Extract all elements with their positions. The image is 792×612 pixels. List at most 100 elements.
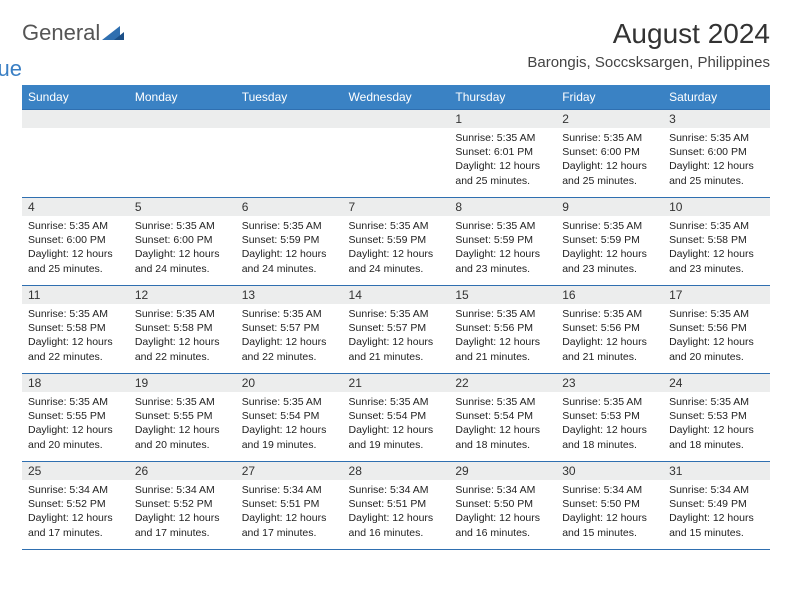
calendar-cell: 9Sunrise: 5:35 AMSunset: 5:59 PMDaylight…	[556, 198, 663, 286]
sunset-line: Sunset: 5:56 PM	[455, 321, 550, 335]
daylight-line: Daylight: 12 hours and 24 minutes.	[135, 247, 230, 275]
day-number: 9	[556, 198, 663, 216]
day-content: Sunrise: 5:35 AMSunset: 5:54 PMDaylight:…	[343, 392, 450, 456]
sunrise-line: Sunrise: 5:34 AM	[455, 483, 550, 497]
calendar-cell: 4Sunrise: 5:35 AMSunset: 6:00 PMDaylight…	[22, 198, 129, 286]
day-number: 24	[663, 374, 770, 392]
calendar-cell: 28Sunrise: 5:34 AMSunset: 5:51 PMDayligh…	[343, 462, 450, 550]
calendar-cell: 1Sunrise: 5:35 AMSunset: 6:01 PMDaylight…	[449, 110, 556, 198]
day-content: Sunrise: 5:35 AMSunset: 6:00 PMDaylight:…	[129, 216, 236, 280]
calendar-cell	[236, 110, 343, 198]
daylight-line: Daylight: 12 hours and 25 minutes.	[28, 247, 123, 275]
daylight-line: Daylight: 12 hours and 21 minutes.	[349, 335, 444, 363]
day-content: Sunrise: 5:34 AMSunset: 5:49 PMDaylight:…	[663, 480, 770, 544]
sunrise-line: Sunrise: 5:35 AM	[28, 219, 123, 233]
calendar-cell: 19Sunrise: 5:35 AMSunset: 5:55 PMDayligh…	[129, 374, 236, 462]
sunset-line: Sunset: 5:51 PM	[349, 497, 444, 511]
day-content: Sunrise: 5:35 AMSunset: 5:58 PMDaylight:…	[129, 304, 236, 368]
calendar-cell: 7Sunrise: 5:35 AMSunset: 5:59 PMDaylight…	[343, 198, 450, 286]
day-content: Sunrise: 5:35 AMSunset: 6:01 PMDaylight:…	[449, 128, 556, 192]
sunset-line: Sunset: 6:00 PM	[669, 145, 764, 159]
sunrise-line: Sunrise: 5:35 AM	[135, 395, 230, 409]
daylight-line: Daylight: 12 hours and 20 minutes.	[135, 423, 230, 451]
day-content: Sunrise: 5:34 AMSunset: 5:50 PMDaylight:…	[556, 480, 663, 544]
calendar-cell: 13Sunrise: 5:35 AMSunset: 5:57 PMDayligh…	[236, 286, 343, 374]
day-content: Sunrise: 5:35 AMSunset: 5:59 PMDaylight:…	[236, 216, 343, 280]
sunset-line: Sunset: 5:58 PM	[669, 233, 764, 247]
calendar-cell: 6Sunrise: 5:35 AMSunset: 5:59 PMDaylight…	[236, 198, 343, 286]
col-tuesday: Tuesday	[236, 85, 343, 110]
day-number: 13	[236, 286, 343, 304]
calendar-cell: 16Sunrise: 5:35 AMSunset: 5:56 PMDayligh…	[556, 286, 663, 374]
sunrise-line: Sunrise: 5:35 AM	[242, 395, 337, 409]
day-content: Sunrise: 5:35 AMSunset: 5:59 PMDaylight:…	[556, 216, 663, 280]
logo: General Blue	[22, 22, 124, 66]
calendar-cell	[22, 110, 129, 198]
daylight-line: Daylight: 12 hours and 24 minutes.	[349, 247, 444, 275]
sunset-line: Sunset: 5:57 PM	[349, 321, 444, 335]
calendar-cell: 14Sunrise: 5:35 AMSunset: 5:57 PMDayligh…	[343, 286, 450, 374]
calendar-cell: 31Sunrise: 5:34 AMSunset: 5:49 PMDayligh…	[663, 462, 770, 550]
day-content: Sunrise: 5:35 AMSunset: 5:53 PMDaylight:…	[663, 392, 770, 456]
col-sunday: Sunday	[22, 85, 129, 110]
calendar-header-row: Sunday Monday Tuesday Wednesday Thursday…	[22, 85, 770, 110]
sunset-line: Sunset: 5:54 PM	[455, 409, 550, 423]
sunset-line: Sunset: 5:59 PM	[455, 233, 550, 247]
day-content: Sunrise: 5:35 AMSunset: 5:55 PMDaylight:…	[129, 392, 236, 456]
sunrise-line: Sunrise: 5:35 AM	[135, 219, 230, 233]
day-number: 2	[556, 110, 663, 128]
sunrise-line: Sunrise: 5:34 AM	[669, 483, 764, 497]
sunrise-line: Sunrise: 5:35 AM	[349, 307, 444, 321]
sunset-line: Sunset: 5:51 PM	[242, 497, 337, 511]
day-content: Sunrise: 5:35 AMSunset: 5:53 PMDaylight:…	[556, 392, 663, 456]
calendar-cell	[343, 110, 450, 198]
day-number-empty	[343, 110, 450, 128]
day-content: Sunrise: 5:35 AMSunset: 5:57 PMDaylight:…	[236, 304, 343, 368]
sunrise-line: Sunrise: 5:35 AM	[242, 307, 337, 321]
daylight-line: Daylight: 12 hours and 23 minutes.	[455, 247, 550, 275]
calendar-week-row: 1Sunrise: 5:35 AMSunset: 6:01 PMDaylight…	[22, 110, 770, 198]
sunrise-line: Sunrise: 5:35 AM	[455, 395, 550, 409]
calendar-cell: 27Sunrise: 5:34 AMSunset: 5:51 PMDayligh…	[236, 462, 343, 550]
sunrise-line: Sunrise: 5:35 AM	[562, 307, 657, 321]
calendar-cell: 10Sunrise: 5:35 AMSunset: 5:58 PMDayligh…	[663, 198, 770, 286]
sunset-line: Sunset: 6:00 PM	[562, 145, 657, 159]
day-number: 23	[556, 374, 663, 392]
calendar-cell: 8 Sunrise: 5:35 AMSunset: 5:59 PMDaylight…	[449, 198, 556, 286]
logo-text-general: General	[22, 22, 100, 44]
day-number: 5	[129, 198, 236, 216]
day-number: 1	[449, 110, 556, 128]
sunrise-line: Sunrise: 5:35 AM	[669, 395, 764, 409]
daylight-line: Daylight: 12 hours and 24 minutes.	[242, 247, 337, 275]
sunrise-line: Sunrise: 5:35 AM	[28, 307, 123, 321]
calendar-cell: 22Sunrise: 5:35 AMSunset: 5:54 PMDayligh…	[449, 374, 556, 462]
daylight-line: Daylight: 12 hours and 15 minutes.	[562, 511, 657, 539]
sunset-line: Sunset: 6:01 PM	[455, 145, 550, 159]
daylight-line: Daylight: 12 hours and 18 minutes.	[455, 423, 550, 451]
daylight-line: Daylight: 12 hours and 19 minutes.	[349, 423, 444, 451]
day-content: Sunrise: 5:34 AMSunset: 5:51 PMDaylight:…	[343, 480, 450, 544]
calendar-cell: 11Sunrise: 5:35 AMSunset: 5:58 PMDayligh…	[22, 286, 129, 374]
day-content: Sunrise: 5:35 AMSunset: 5:57 PMDaylight:…	[343, 304, 450, 368]
day-number: 16	[556, 286, 663, 304]
day-content: Sunrise: 5:35 AMSunset: 5:58 PMDaylight:…	[22, 304, 129, 368]
month-title: August 2024	[527, 18, 770, 50]
day-number: 15	[449, 286, 556, 304]
calendar-cell: 24Sunrise: 5:35 AMSunset: 5:53 PMDayligh…	[663, 374, 770, 462]
calendar-cell: 18Sunrise: 5:35 AMSunset: 5:55 PMDayligh…	[22, 374, 129, 462]
day-number: 8	[449, 198, 556, 216]
daylight-line: Daylight: 12 hours and 25 minutes.	[669, 159, 764, 187]
daylight-line: Daylight: 12 hours and 17 minutes.	[242, 511, 337, 539]
day-content: Sunrise: 5:35 AMSunset: 5:59 PMDaylight:…	[343, 216, 450, 280]
daylight-line: Daylight: 12 hours and 20 minutes.	[669, 335, 764, 363]
day-content: Sunrise: 5:35 AMSunset: 6:00 PMDaylight:…	[556, 128, 663, 192]
day-number: 19	[129, 374, 236, 392]
day-number-empty	[236, 110, 343, 128]
calendar-cell	[129, 110, 236, 198]
day-content: Sunrise: 5:35 AMSunset: 5:56 PMDaylight:…	[556, 304, 663, 368]
sunset-line: Sunset: 5:56 PM	[669, 321, 764, 335]
sunset-line: Sunset: 5:56 PM	[562, 321, 657, 335]
col-wednesday: Wednesday	[343, 85, 450, 110]
sunrise-line: Sunrise: 5:35 AM	[455, 219, 550, 233]
sunset-line: Sunset: 5:50 PM	[562, 497, 657, 511]
